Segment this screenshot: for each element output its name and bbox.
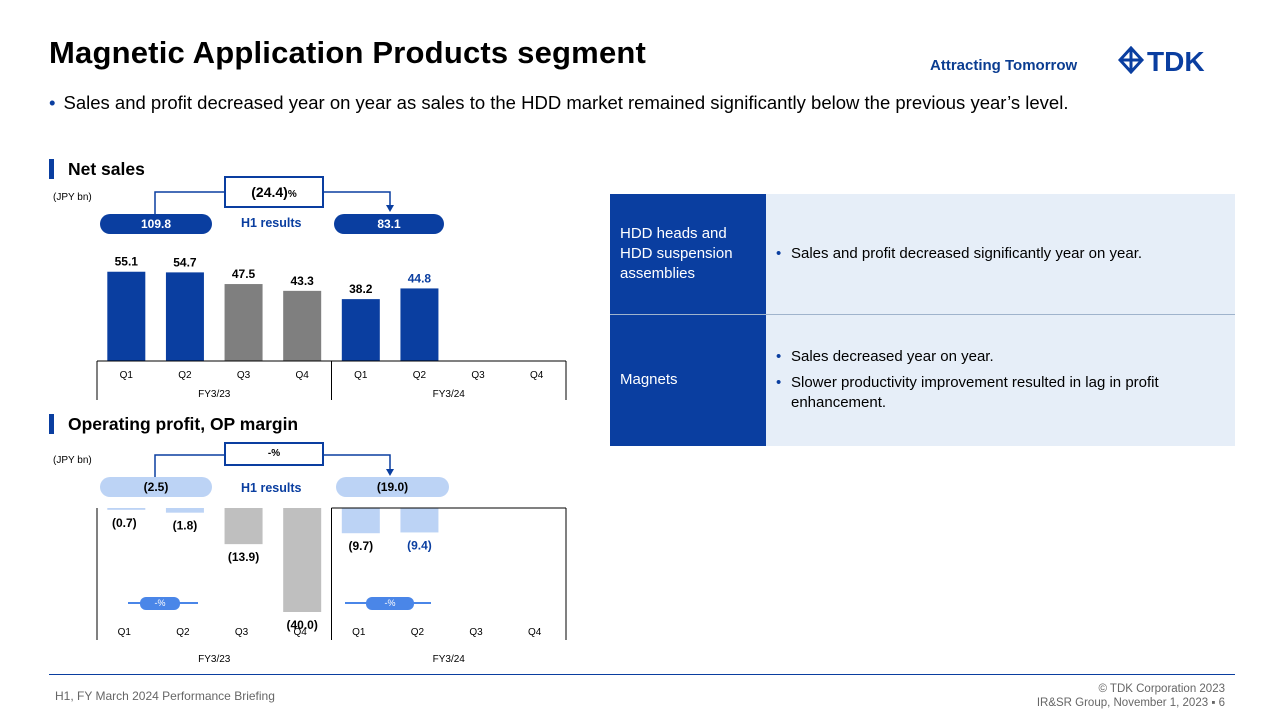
op-group-label: FY3/23 [198,654,231,665]
footer-group-line: IR&SR Group, November 1, 2023 ▪ 6 [1036,697,1225,709]
op-tick-label: Q4 [294,627,308,638]
net-sales-unit: (JPY bn) [53,192,92,203]
op-group-label: FY3/24 [433,654,466,665]
table-row: HDD heads and HDD suspension assemblies … [610,194,1235,314]
sales-tick-label: Q3 [471,370,485,381]
op-bar [107,508,146,510]
sales-bar [283,290,322,361]
sales-value-label: 54.7 [173,255,197,269]
op-tick-label: Q2 [411,627,425,638]
table-row: Magnets Sales decreased year on year. Sl… [610,314,1235,446]
segment-table: HDD heads and HDD suspension assemblies … [610,194,1235,446]
footer-group: IR&SR Group, November 1, 2023 [1036,697,1209,709]
op-bar [341,508,380,534]
sales-value-label: 38.2 [349,282,373,296]
op-profit-unit: (JPY bn) [53,455,92,466]
net-sales-change: (24.4) [251,184,288,200]
sales-group-label: FY3/24 [433,389,466,400]
sales-bar [400,288,439,361]
page-title: Magnetic Application Products segment [49,35,647,70]
tagline: Attracting Tomorrow [930,57,1078,74]
op-tick-label: Q4 [528,627,542,638]
op-margin-fy23: -% [140,597,180,610]
h1-prev-pill: 109.8 [100,214,212,234]
segment-point: Sales decreased year on year. [776,347,1217,367]
sales-bar [341,299,380,361]
section-marker [49,414,54,434]
op-value-label: (40.0) [287,618,318,632]
net-sales-change-box: (24.4)% [224,176,324,208]
op-tick-label: Q1 [118,627,132,638]
footer-title: H1, FY March 2024 Performance Briefing [55,689,275,703]
op-bar [283,508,322,612]
op-h1-curr-pill: (19.0) [336,477,449,497]
sales-tick-label: Q4 [296,370,310,381]
sales-value-label: 47.5 [232,267,256,281]
segment-points: Sales decreased year on year. Slower pro… [766,314,1235,446]
op-tick-label: Q1 [352,627,366,638]
op-bar [400,508,439,533]
sales-tick-label: Q4 [530,370,544,381]
op-h1-results-label: H1 results [241,481,302,495]
section-marker [49,159,54,179]
op-value-label: (1.8) [173,519,198,533]
segment-name: Magnets [610,314,766,446]
sales-value-label: 43.3 [291,274,315,288]
op-margin-fy24: -% [366,597,414,610]
op-value-label: (13.9) [228,550,259,564]
footer-info: © TDK Corporation 2023 IR&SR Group, Nove… [1037,682,1225,710]
op-bar [165,508,204,513]
sales-tick-label: Q2 [413,370,427,381]
sales-bar [224,284,263,361]
op-change-box: -% [224,442,324,466]
footer-divider [49,674,1235,675]
op-tick-label: Q2 [176,627,190,638]
logo-text: TDK [1147,46,1205,74]
segment-points: Sales and profit decreased significantly… [766,194,1235,314]
op-tick-label: Q3 [235,627,249,638]
op-margin-markers [128,602,431,604]
sales-tick-label: Q1 [354,370,368,381]
sales-tick-label: Q3 [237,370,251,381]
op-tick-label: Q3 [469,627,483,638]
tdk-logo: TDK [1117,45,1234,79]
op-profit-chart: (0.7) (1.8) (13.9) (40.0) (9.7) (9.4) Q1 Q2 Q3 Q4… [96,507,567,665]
sales-bar [107,271,146,361]
h1-results-label: H1 results [241,216,302,230]
net-sales-chart: 55.1 54.7 47.5 43.3 38.2 44.8 Q1 Q2 Q3 Q4 Q1 Q2 Q3 Q4… [96,255,567,400]
op-value-label: (9.7) [348,539,373,553]
op-bar [224,508,263,545]
sales-tick-label: Q2 [178,370,192,381]
sales-tick-label: Q1 [120,370,134,381]
op-value-label: (0.7) [112,516,137,530]
sales-bar [165,272,204,361]
sales-value-label: 44.8 [408,271,432,285]
footer-copyright: © TDK Corporation 2023 [1098,683,1225,695]
op-profit-connector [154,454,394,478]
sales-group-label: FY3/23 [198,389,231,400]
op-change: -% [267,448,281,459]
segment-point: Sales and profit decreased significantly… [776,244,1217,264]
op-h1-prev-pill: (2.5) [100,477,212,497]
summary-bullet: • Sales and profit decreased year on year… [49,92,1069,113]
net-sales-change-suffix: % [287,189,297,200]
page-number: 6 [1218,697,1225,709]
op-profit-heading: Operating profit, OP margin [68,414,299,434]
summary-text: Sales and profit decreased year on year … [63,92,1069,113]
h1-curr-pill: 83.1 [334,214,444,234]
sales-value-label: 55.1 [115,255,139,269]
net-sales-connector [154,191,394,214]
op-value-label: (9.4) [407,538,432,552]
net-sales-heading: Net sales [68,159,145,179]
segment-name: HDD heads and HDD suspension assemblies [610,194,766,314]
segment-point: Slower productivity improvement resulted… [776,373,1217,413]
